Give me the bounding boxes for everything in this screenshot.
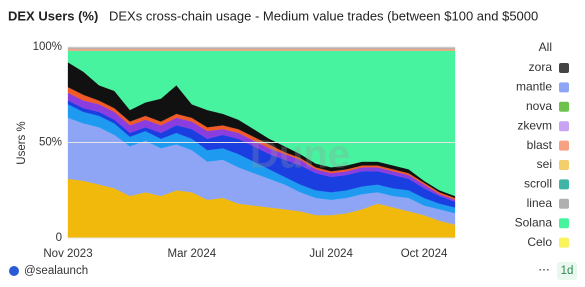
author-icon bbox=[9, 266, 19, 276]
legend-label[interactable]: scroll bbox=[524, 177, 552, 191]
area bbox=[67, 48, 456, 51]
legend-swatch[interactable] bbox=[559, 101, 569, 112]
legend-swatch[interactable] bbox=[559, 160, 569, 170]
x-tick-label: Mar 2024 bbox=[168, 248, 217, 260]
y-tick-label: 50% bbox=[39, 137, 62, 149]
more-icon[interactable]: ⋯ bbox=[538, 264, 550, 276]
legend-label[interactable]: nova bbox=[526, 99, 552, 113]
x-tick-label: Jul 2024 bbox=[309, 248, 353, 260]
chart-subtitle: DEXs cross-chain usage - Medium value tr… bbox=[109, 8, 538, 23]
legend-label[interactable]: blast bbox=[527, 138, 553, 152]
y-tick-label: 100% bbox=[33, 41, 62, 53]
legend-swatch[interactable] bbox=[559, 218, 569, 229]
legend-swatch[interactable] bbox=[559, 198, 569, 209]
chart-title: DEX Users (%) bbox=[8, 8, 98, 23]
legend-label[interactable]: zkevm bbox=[517, 118, 552, 132]
y-axis-label: Users % bbox=[16, 121, 28, 164]
legend-swatch[interactable] bbox=[559, 140, 569, 151]
legend-swatch[interactable] bbox=[559, 82, 569, 93]
y-tick-label: 0 bbox=[56, 232, 62, 244]
interval-button[interactable] bbox=[557, 262, 577, 280]
x-tick-label: Oct 2024 bbox=[401, 248, 448, 260]
legend-swatch[interactable] bbox=[559, 63, 569, 73]
footer: @sealaunch ⋯ 1d bbox=[9, 262, 577, 280]
x-tick-label: Nov 2023 bbox=[43, 248, 92, 260]
legend-swatch[interactable] bbox=[559, 237, 569, 248]
legend-label[interactable]: zora bbox=[529, 60, 553, 74]
legend-label[interactable]: mantle bbox=[516, 80, 552, 94]
legend-label[interactable]: sei bbox=[537, 157, 552, 171]
legend-swatch[interactable] bbox=[559, 121, 569, 132]
watermark: Dune bbox=[250, 133, 350, 177]
legend-label[interactable]: Celo bbox=[527, 235, 552, 249]
legend-swatch[interactable] bbox=[559, 179, 569, 190]
plot-area bbox=[67, 46, 456, 239]
legend-all[interactable]: All bbox=[539, 40, 552, 54]
interval-label: 1d bbox=[561, 265, 574, 277]
legend-label[interactable]: linea bbox=[527, 196, 553, 210]
legend-label[interactable]: Solana bbox=[515, 215, 553, 229]
author[interactable]: @sealaunch bbox=[24, 265, 88, 277]
